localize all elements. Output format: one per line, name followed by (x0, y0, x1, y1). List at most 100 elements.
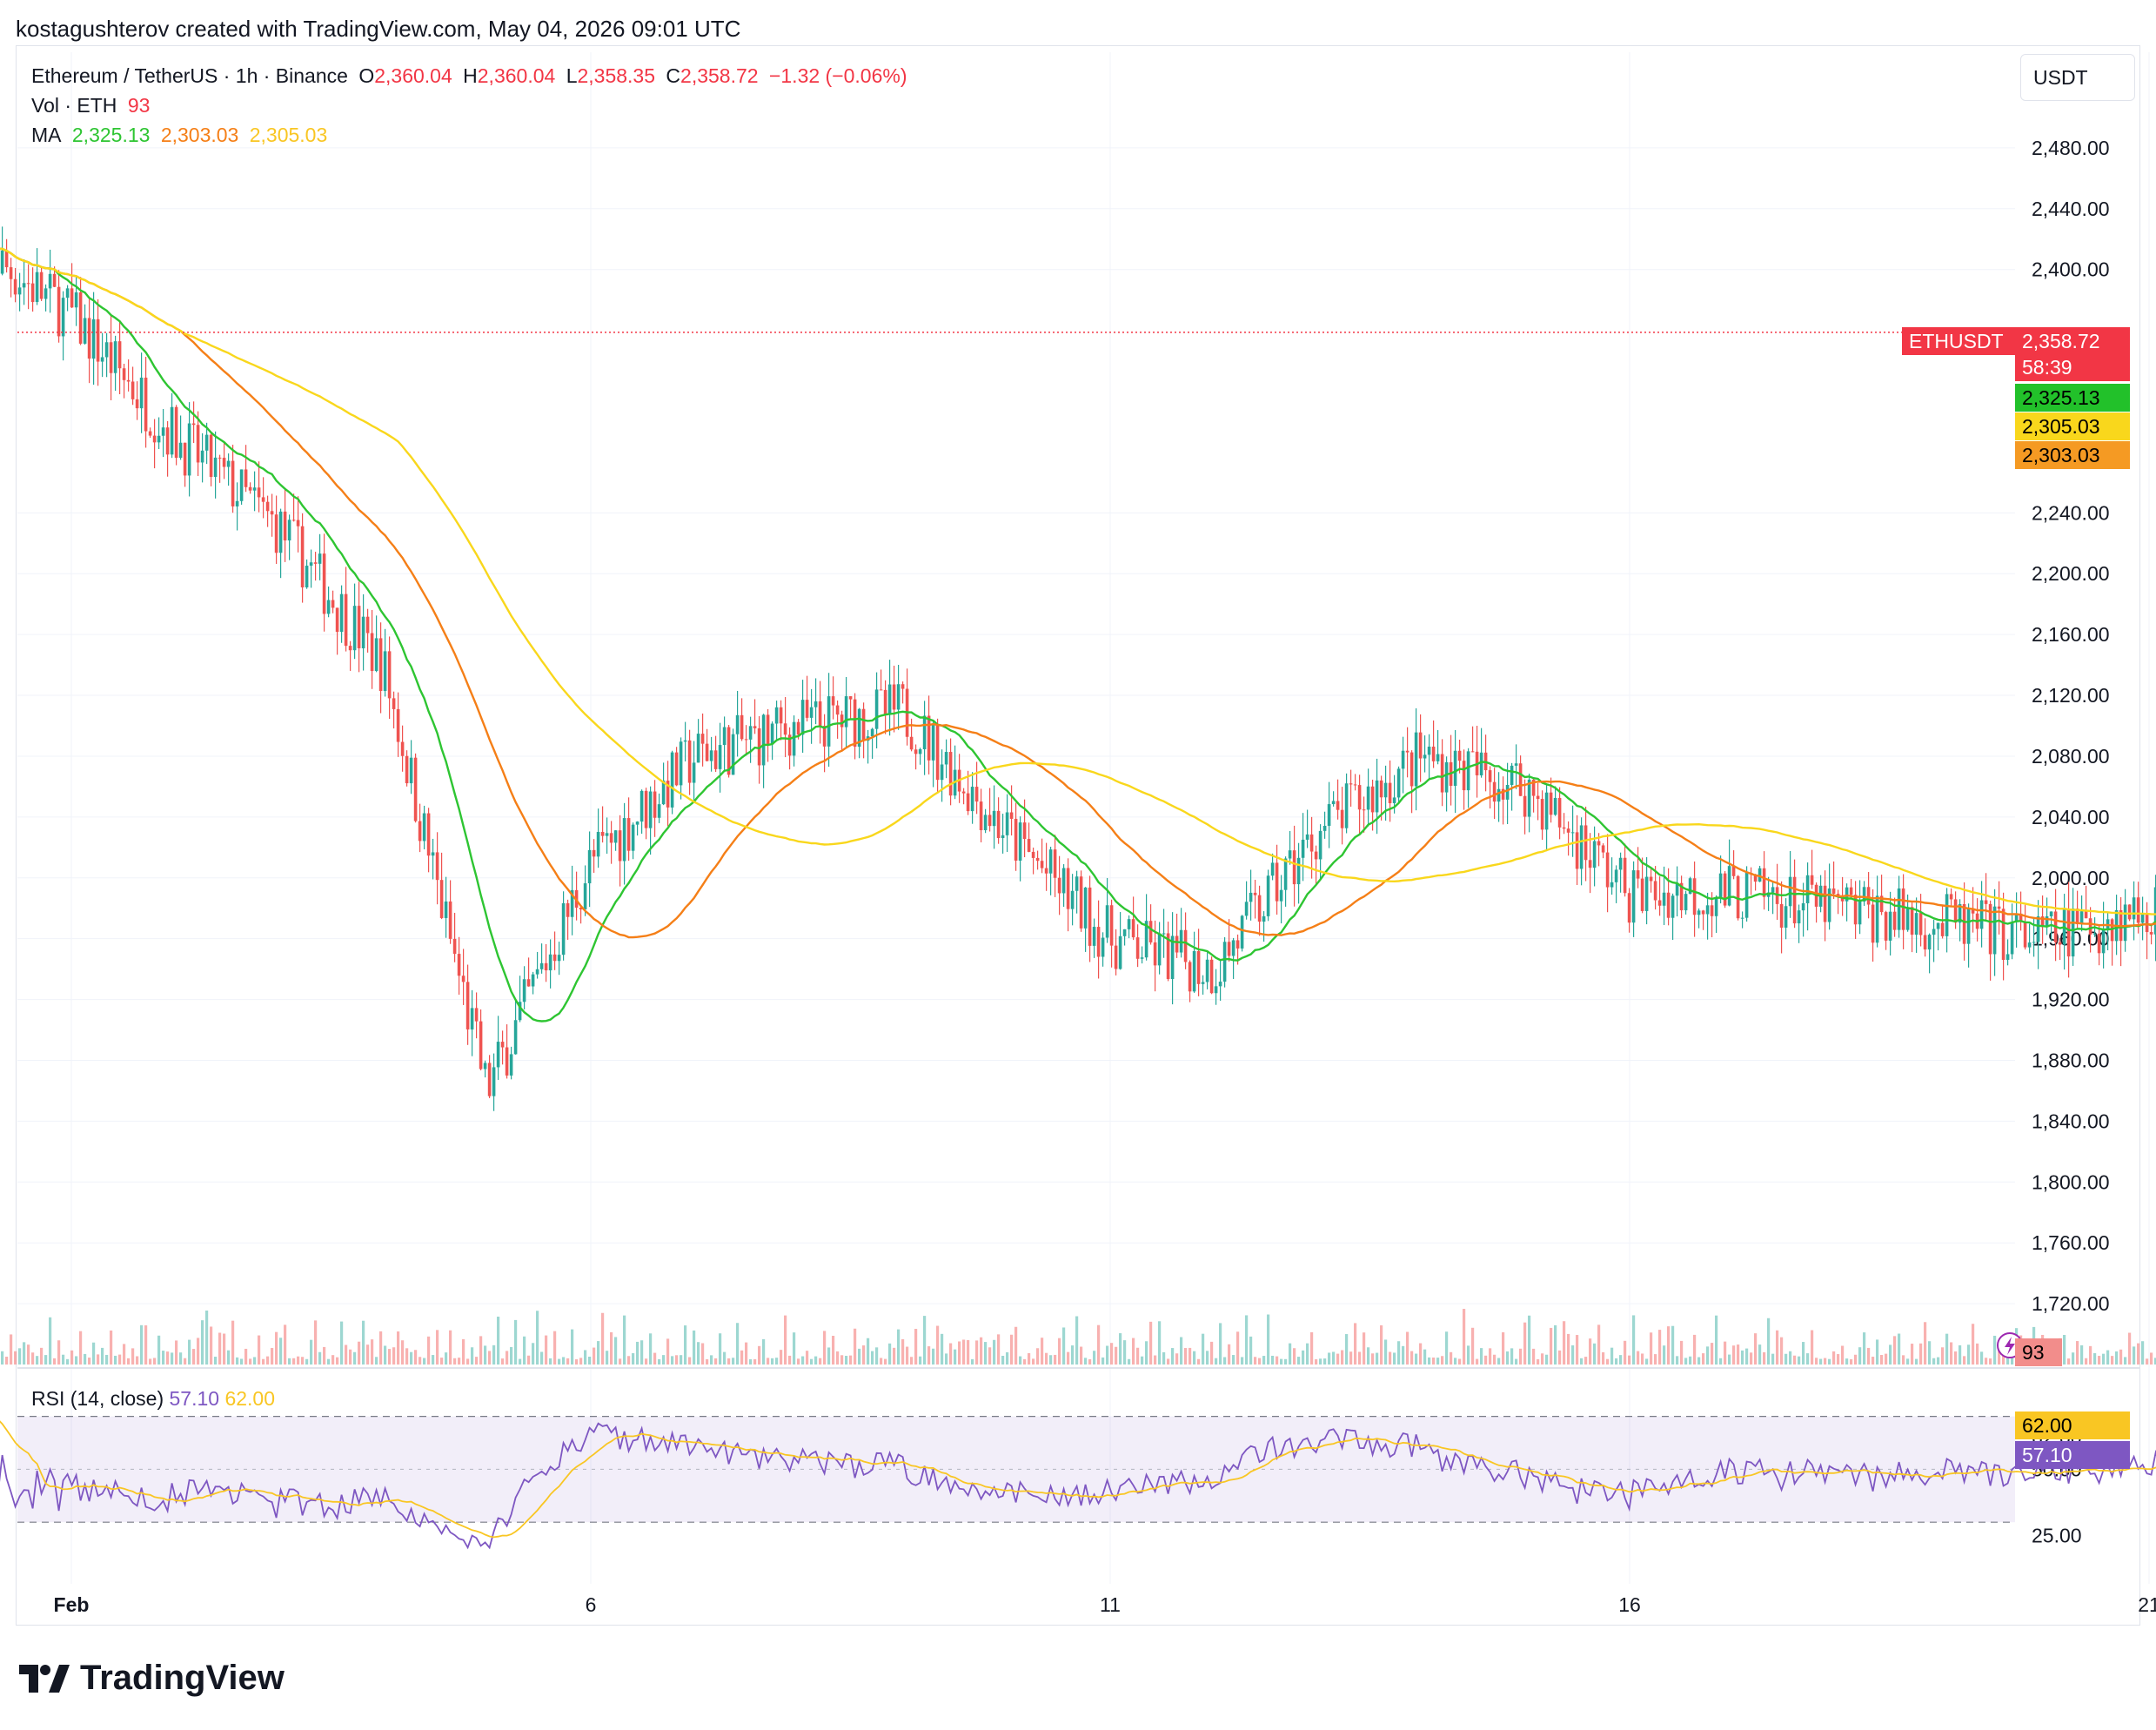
volume-bar (1589, 1338, 1592, 1365)
candle-body (901, 684, 905, 689)
candle-body (505, 1047, 509, 1076)
candle-body (1940, 922, 1945, 936)
volume-bar (1741, 1350, 1744, 1365)
candle-body (596, 831, 600, 857)
volume-bar (1793, 1355, 1797, 1365)
candle-body (1083, 887, 1088, 929)
volume-bar (2133, 1346, 2136, 1365)
candle-body (1758, 868, 1762, 882)
candle-body (761, 714, 766, 766)
volume-bar (1980, 1351, 1984, 1365)
volume-bar (1898, 1333, 1901, 1365)
candle-body (392, 698, 396, 709)
candle-body (909, 736, 914, 750)
candle-body (753, 726, 757, 728)
candle-body (209, 434, 213, 478)
candle-body (679, 741, 683, 786)
volume-bar (753, 1358, 757, 1365)
candle-body (639, 790, 644, 822)
candle-body (1040, 861, 1044, 868)
volume-bar (297, 1356, 300, 1365)
volume-bar (1393, 1352, 1396, 1365)
volume-bar (553, 1331, 557, 1365)
volume-bar (936, 1325, 940, 1365)
volume-bar (1767, 1318, 1771, 1365)
volume-bar (2146, 1358, 2149, 1365)
candle-body (613, 830, 618, 843)
candle-body (870, 728, 874, 737)
volume-bar (66, 1358, 70, 1365)
candle-body (1031, 851, 1035, 858)
candle-body (792, 721, 796, 756)
candle-body (1927, 935, 1932, 950)
candle-body (348, 646, 352, 651)
candle-body (1588, 860, 1592, 868)
x-tick-label: 16 (1618, 1593, 1641, 1616)
candle-body (1679, 882, 1684, 911)
candle-body (1188, 962, 1192, 992)
volume-bar (1032, 1358, 1035, 1365)
candle-body (1396, 768, 1401, 798)
y-tick-label: 1,920.00 (2032, 989, 2110, 1011)
candle-body (479, 1021, 483, 1070)
candle-body (400, 741, 405, 756)
candle-body (1592, 841, 1597, 868)
candle-body (222, 458, 226, 467)
candle-body (1866, 887, 1871, 905)
volume-bar (788, 1355, 792, 1365)
candle-body (883, 689, 887, 714)
candle-body (787, 734, 792, 756)
candle-body (2040, 916, 2045, 928)
volume-bar (1110, 1343, 1114, 1365)
candle-body (666, 781, 670, 808)
volume-bar (1136, 1347, 1140, 1365)
volume-bar (1058, 1338, 1061, 1365)
candle-body (1153, 942, 1157, 966)
candle-body (1640, 878, 1644, 911)
candle-body (566, 902, 570, 917)
volume-bar (645, 1358, 648, 1365)
volume-bar (1706, 1346, 1710, 1365)
volume-bar (2067, 1358, 2071, 1365)
candle-body (2088, 918, 2092, 935)
candle-body (1788, 876, 1792, 907)
candle-body (1344, 783, 1349, 828)
volume-bar (2011, 1358, 2014, 1365)
volume-bar (658, 1358, 661, 1365)
candle-body (1527, 779, 1531, 817)
candle-body (1418, 732, 1423, 759)
volume-bar (432, 1355, 435, 1365)
candle-body (2005, 954, 2010, 960)
volume-bar (97, 1354, 100, 1365)
volume-bar (740, 1350, 744, 1365)
volume-bar (223, 1333, 226, 1365)
candle-body (1932, 929, 1936, 935)
candle-body (1627, 893, 1631, 923)
candle-body (39, 272, 44, 299)
candle-body (274, 514, 278, 553)
candle-body (766, 714, 770, 745)
volume-bar (1041, 1338, 1044, 1365)
candle-body (248, 486, 252, 491)
candle-body (718, 745, 722, 769)
volume-bar (666, 1338, 670, 1365)
candle-body (1966, 909, 1971, 944)
volume-bar (1175, 1353, 1179, 1365)
volume-bar (1837, 1354, 1840, 1365)
candle-body (283, 511, 287, 541)
volume-bar (1106, 1345, 1109, 1365)
volume-bar (836, 1351, 840, 1365)
candle-body (1523, 795, 1527, 817)
candle-body (300, 526, 305, 587)
volume-bar (57, 1340, 61, 1365)
volume-bar (492, 1344, 496, 1365)
candle-body (587, 849, 592, 884)
volume-bar (2063, 1335, 2066, 1365)
volume-bar (1084, 1358, 1088, 1365)
candle-body (1845, 887, 1849, 902)
candle-body (0, 251, 4, 274)
volume-bar (519, 1358, 522, 1365)
volume-bar (1006, 1351, 1009, 1365)
volume-bar (1732, 1345, 1736, 1365)
